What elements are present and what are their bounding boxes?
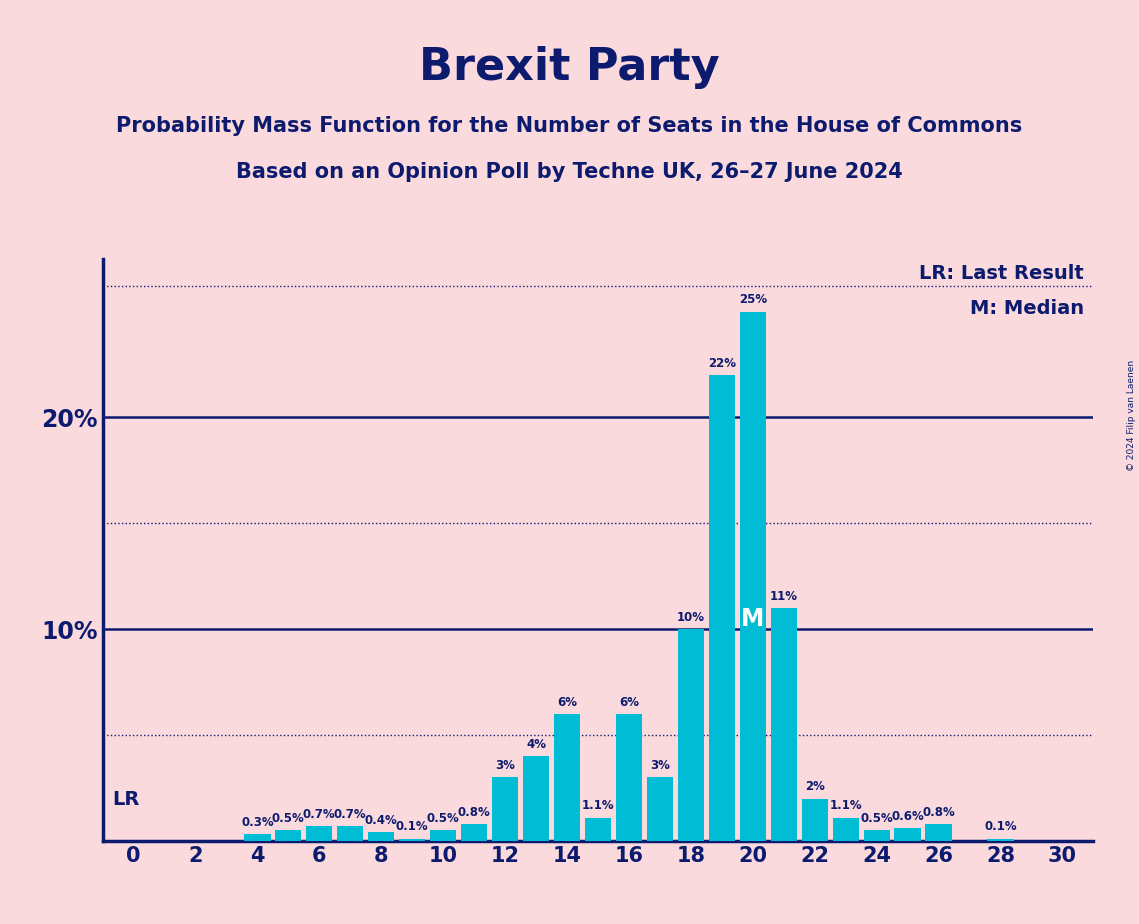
Text: 0.1%: 0.1%	[396, 821, 428, 833]
Text: 0.5%: 0.5%	[860, 812, 893, 825]
Bar	[863, 831, 890, 841]
Text: Probability Mass Function for the Number of Seats in the House of Commons: Probability Mass Function for the Number…	[116, 116, 1023, 136]
Text: 0.7%: 0.7%	[303, 808, 336, 821]
Bar	[461, 824, 487, 841]
Text: M: M	[741, 606, 764, 630]
Text: 1.1%: 1.1%	[829, 799, 862, 812]
Text: 4%: 4%	[526, 738, 546, 751]
Text: 2%: 2%	[805, 780, 825, 793]
Bar	[802, 798, 828, 841]
Bar	[492, 777, 518, 841]
Bar	[276, 831, 302, 841]
Text: LR: LR	[112, 790, 139, 809]
Bar	[368, 833, 394, 841]
Bar	[894, 828, 920, 841]
Bar	[771, 608, 797, 841]
Text: Brexit Party: Brexit Party	[419, 46, 720, 90]
Bar	[708, 375, 735, 841]
Text: 0.1%: 0.1%	[984, 821, 1017, 833]
Text: 0.3%: 0.3%	[241, 816, 273, 829]
Text: LR: Last Result: LR: Last Result	[919, 264, 1084, 283]
Text: 0.5%: 0.5%	[427, 812, 459, 825]
Bar	[306, 826, 333, 841]
Text: 11%: 11%	[770, 590, 797, 602]
Text: 6%: 6%	[557, 696, 577, 709]
Text: M: Median: M: Median	[970, 299, 1084, 318]
Bar	[616, 714, 642, 841]
Bar	[739, 311, 765, 841]
Bar	[431, 831, 457, 841]
Text: © 2024 Filip van Laenen: © 2024 Filip van Laenen	[1126, 360, 1136, 471]
Text: 0.8%: 0.8%	[458, 806, 491, 819]
Text: 25%: 25%	[739, 293, 767, 307]
Text: 22%: 22%	[707, 357, 736, 370]
Text: 6%: 6%	[618, 696, 639, 709]
Text: Based on an Opinion Poll by Techne UK, 26–27 June 2024: Based on an Opinion Poll by Techne UK, 2…	[236, 162, 903, 182]
Bar	[584, 818, 612, 841]
Bar	[647, 777, 673, 841]
Bar	[926, 824, 952, 841]
Bar	[399, 839, 425, 841]
Text: 0.8%: 0.8%	[923, 806, 954, 819]
Text: 0.5%: 0.5%	[272, 812, 305, 825]
Bar	[337, 826, 363, 841]
Bar	[554, 714, 580, 841]
Bar	[678, 629, 704, 841]
Text: 3%: 3%	[650, 759, 670, 772]
Bar	[833, 818, 859, 841]
Text: 3%: 3%	[495, 759, 515, 772]
Bar	[988, 839, 1014, 841]
Text: 0.4%: 0.4%	[364, 814, 398, 827]
Text: 0.7%: 0.7%	[334, 808, 367, 821]
Bar	[523, 756, 549, 841]
Text: 1.1%: 1.1%	[582, 799, 614, 812]
Text: 0.6%: 0.6%	[891, 809, 924, 823]
Bar	[244, 834, 270, 841]
Text: 10%: 10%	[677, 611, 705, 624]
